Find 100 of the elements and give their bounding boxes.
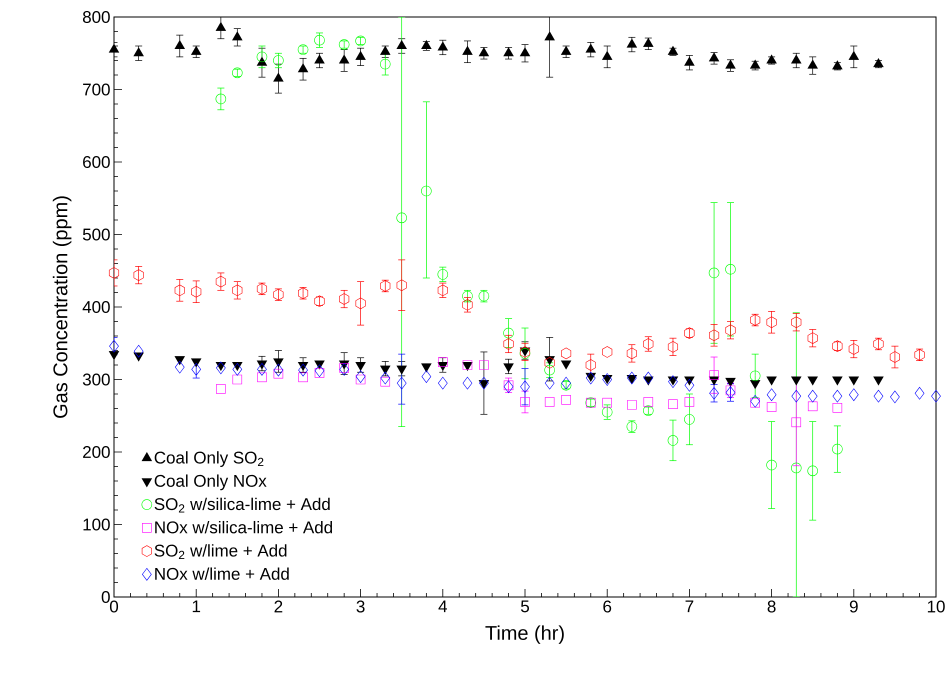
point [380,376,390,386]
point [684,414,695,425]
point [191,46,202,55]
point [479,376,489,390]
point [544,397,554,407]
point [709,52,720,62]
point [108,351,120,360]
y-tick-label: 100 [84,518,110,530]
point [478,380,489,389]
point [766,460,777,470]
point [503,328,514,338]
point [438,269,448,280]
y-tick-label: 0 [102,591,110,603]
point [708,268,720,278]
point [504,338,514,350]
point [298,63,308,72]
point [750,398,760,408]
point [174,360,185,374]
point [791,390,802,402]
x-tick-label: 8 [768,600,776,613]
point [725,264,736,275]
point [520,47,530,56]
x-tick-label: 6 [603,600,612,613]
point [134,344,144,358]
x-tick-label: 9 [850,600,858,613]
point [314,360,325,370]
point [544,364,555,376]
point [174,284,185,296]
point [725,324,736,336]
point [914,386,924,400]
point [191,358,202,368]
point [791,376,802,386]
point [586,372,596,384]
point [274,364,284,376]
point [438,284,448,296]
legend-label: Coal Only NOx [154,474,267,490]
point [602,346,612,358]
point [627,400,637,410]
point [232,284,242,296]
y-tick-label: 500 [82,228,110,241]
point [791,417,802,428]
x-axis-title: Time (hr) [485,625,564,644]
legend-label: NOx w/silica-lime + Add [155,520,332,534]
point [725,378,736,387]
point [561,46,572,55]
point [750,370,760,382]
point [668,435,678,446]
point [134,269,144,281]
point [668,341,678,353]
point [709,370,719,380]
point [725,60,736,69]
point [380,58,391,70]
point [890,351,900,363]
point [380,372,390,384]
point [479,360,489,370]
x-tick-label: 4 [438,600,448,612]
point [273,358,284,368]
point [602,398,612,408]
point [314,368,324,378]
x-tick-label: 3 [356,600,365,613]
point [561,348,572,360]
point [750,380,760,389]
legend-label: SO$_{2}$ w/silica-lime + Add [154,498,330,513]
point [314,34,325,46]
x-tick-label: 0 [110,600,118,613]
point [108,44,120,53]
point [832,402,842,413]
point [174,356,185,365]
point [356,370,366,383]
point [626,348,637,360]
x-tick-label: 5 [520,600,529,612]
point [298,372,308,382]
point [931,390,941,402]
point [544,32,555,40]
point [766,54,777,64]
point [273,55,284,66]
point [520,397,530,407]
point [544,376,554,390]
point [709,376,720,386]
y-tick-label: 400 [82,301,110,313]
point [602,406,613,418]
point [684,397,694,407]
point [849,388,859,402]
point [873,376,884,386]
point [807,466,818,476]
point [273,72,284,82]
y-tick-label: 600 [83,156,110,168]
point [890,390,900,404]
point [709,386,719,400]
point [520,380,530,394]
point [684,379,694,392]
point [396,212,408,224]
point [216,384,226,394]
point [848,343,859,355]
point [726,386,736,399]
point [274,368,284,378]
point [421,363,432,372]
point [873,58,884,68]
point [191,363,201,376]
point [421,186,432,196]
